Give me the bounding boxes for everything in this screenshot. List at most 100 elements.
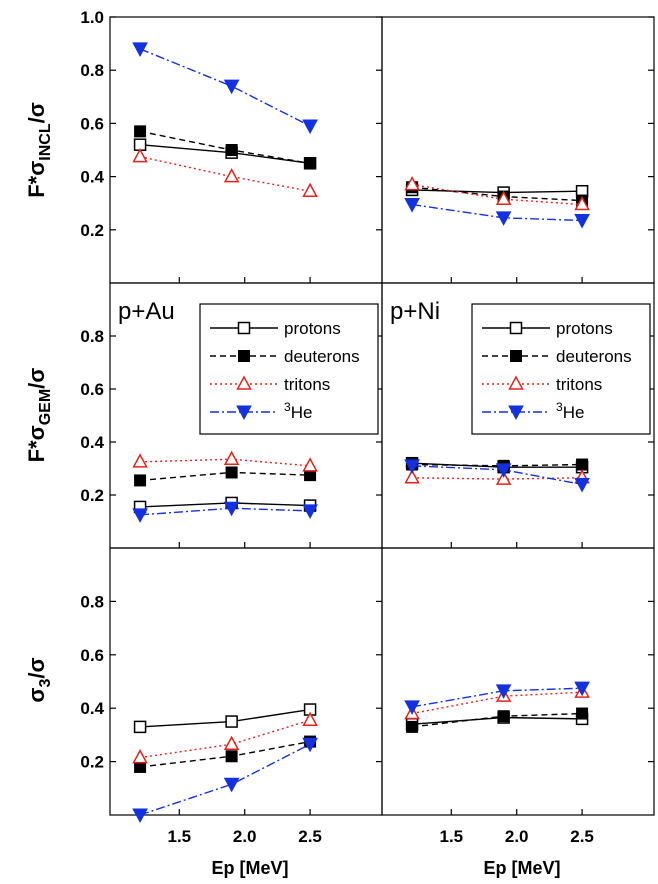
data-point-tritons <box>132 453 148 468</box>
panel-r1-c1: 0.2 0.4 0.6 0.8 1.0 <box>80 8 383 284</box>
x-axis-label: Ep [MeV] <box>211 858 288 878</box>
data-point-3He <box>302 504 318 519</box>
legend-marker-deuterons <box>238 350 250 362</box>
data-point-tritons <box>132 148 148 163</box>
data-point-3He <box>132 42 148 57</box>
data-point-3He <box>223 501 240 517</box>
series-line-tritons <box>412 477 583 480</box>
data-point-3He <box>132 808 148 824</box>
data-point-tritons <box>302 457 318 472</box>
data-point-3He <box>404 700 420 715</box>
panel-frame <box>381 16 655 284</box>
panel-r1-c2 <box>381 16 655 284</box>
y-axis-label-row1: F*σINCL/σ <box>24 102 54 198</box>
data-point-3He <box>574 477 590 493</box>
data-point-3He <box>574 681 590 697</box>
data-point-deuterons <box>134 474 147 487</box>
y-axis-label-row2: F*σGEM/σ <box>24 368 54 463</box>
data-point-deuterons <box>134 125 147 138</box>
data-point-protons <box>225 715 238 728</box>
data-point-tritons <box>302 182 318 197</box>
panel-frame <box>109 547 383 816</box>
data-point-deuterons <box>406 720 419 733</box>
series-line-3He <box>139 48 311 127</box>
legend-2: protons deuterons tritons 3He <box>471 303 651 435</box>
legend-marker-deuterons <box>510 350 522 362</box>
data-point-tritons <box>404 469 420 484</box>
data-point-tritons <box>223 450 240 465</box>
y-tick-label: 0.6 <box>80 380 104 399</box>
panel-r3-c2 <box>381 547 655 816</box>
data-point-tritons <box>495 470 512 485</box>
y-tick-label: 0.6 <box>80 114 104 133</box>
legend-marker-3He <box>508 405 524 421</box>
data-point-3He <box>302 737 318 753</box>
legend-marker-tritons <box>236 375 252 390</box>
series-line-tritons <box>139 719 311 759</box>
data-point-3He <box>495 211 512 226</box>
legend-label-tritons: tritons <box>284 375 330 394</box>
series-line-deuterons <box>411 712 583 728</box>
data-point-deuterons <box>497 710 510 723</box>
series-line-3He <box>140 507 311 516</box>
legend-label-deuterons: deuterons <box>284 347 360 366</box>
data-point-3He <box>404 459 420 474</box>
legend-frame <box>199 303 379 435</box>
panel-label: p+Ni <box>390 298 440 325</box>
data-point-tritons <box>302 711 318 726</box>
y-tick-label: 0.8 <box>80 61 104 80</box>
panel-r3-c1: 0.2 0.4 0.6 0.8 <box>80 547 383 824</box>
data-point-tritons <box>132 749 148 764</box>
y-tick-label: 0.8 <box>80 327 104 346</box>
data-point-3He <box>495 463 512 478</box>
series-line-tritons <box>411 691 583 715</box>
series-line-tritons <box>411 183 583 206</box>
y-tick-label: 0.2 <box>80 753 104 772</box>
y-tick-label: 0.6 <box>80 646 104 665</box>
data-point-deuterons <box>576 458 589 471</box>
data-point-tritons <box>404 176 420 191</box>
data-point-tritons <box>223 735 240 750</box>
data-point-protons <box>133 720 147 734</box>
legend-marker-protons <box>237 321 251 335</box>
x-tick-label: 2.0 <box>505 827 529 846</box>
legend-1: protons deuterons tritons 3He <box>199 303 379 435</box>
y-tick-label: 0.2 <box>80 221 104 240</box>
series-line-3He <box>412 465 583 486</box>
data-point-tritons <box>223 168 240 183</box>
y-tick-label: 1.0 <box>80 8 104 27</box>
panel-label: p+Au <box>118 298 175 325</box>
legend-label-3He: 3He <box>556 400 584 422</box>
data-point-3He <box>574 213 590 229</box>
data-point-deuterons <box>225 144 238 156</box>
y-tick-label: 0.4 <box>80 168 104 187</box>
legend-label-3He: 3He <box>284 400 312 422</box>
legend-label-deuterons: deuterons <box>556 347 632 366</box>
x-tick-label: 2.0 <box>233 827 257 846</box>
series-line-protons <box>140 708 311 728</box>
x-tick-label: 1.5 <box>439 827 463 846</box>
data-point-tritons <box>495 190 512 205</box>
data-point-deuterons <box>225 750 238 763</box>
series-line-tritons <box>139 155 311 192</box>
x-axis-label: Ep [MeV] <box>483 858 560 878</box>
data-point-tritons <box>574 195 590 211</box>
panel-r2-c1: 0.2 0.4 0.6 0.8 p+Au <box>80 282 383 549</box>
legend-marker-tritons <box>508 375 524 390</box>
data-point-deuterons <box>576 707 589 720</box>
series-line-deuterons <box>140 471 311 482</box>
x-tick-label: 2.5 <box>570 827 594 846</box>
legend-marker-3He <box>236 405 252 421</box>
panel-frame <box>109 16 383 284</box>
x-tick-label: 1.5 <box>167 827 191 846</box>
y-tick-label: 0.2 <box>80 486 104 505</box>
y-tick-label: 0.4 <box>80 433 104 452</box>
legend-marker-protons <box>509 321 523 335</box>
y-axis-label-row3: σ3/σ <box>24 657 54 702</box>
y-tick-label: 0.8 <box>80 592 104 611</box>
legend-label-tritons: tritons <box>556 375 602 394</box>
y-tick-label: 0.4 <box>80 699 104 718</box>
data-point-3He <box>223 79 240 95</box>
legend-label-protons: protons <box>556 319 613 338</box>
data-point-deuterons <box>225 466 238 479</box>
